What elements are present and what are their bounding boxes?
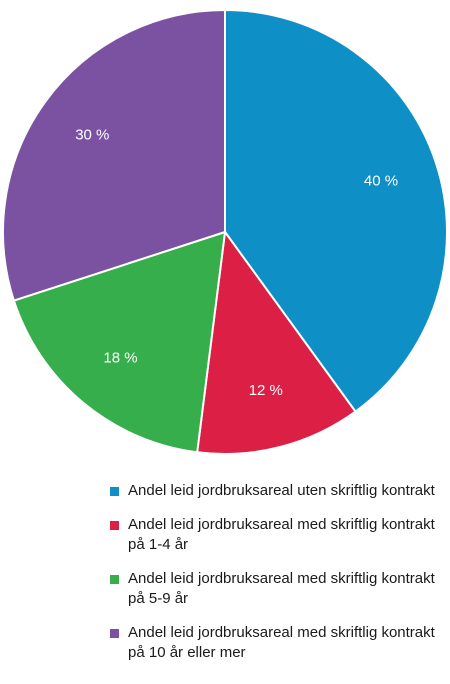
legend: Andel leid jordbruksareal uten skriftlig… [110, 481, 440, 677]
pie-slice [2, 8, 226, 302]
legend-item: Andel leid jordbruksareal med skriftlig … [110, 515, 440, 555]
legend-swatch [110, 521, 119, 530]
pie-slice [224, 8, 448, 413]
pie-value-labels: 40 % 12 % 18 % 30 % [75, 127, 398, 399]
legend-item: Andel leid jordbruksareal med skriftlig … [110, 623, 440, 663]
slice-value-label: 18 % [103, 349, 137, 366]
pie-slices [2, 8, 448, 455]
pie-chart: 40 % 12 % 18 % 30 % [2, 8, 448, 455]
slice-value-label: 30 % [75, 127, 109, 144]
legend-item: Andel leid jordbruksareal uten skriftlig… [110, 481, 440, 501]
legend-label: Andel leid jordbruksareal med skriftlig … [128, 624, 435, 661]
slice-value-label: 40 % [364, 172, 398, 189]
legend-item: Andel leid jordbruksareal med skriftlig … [110, 569, 440, 609]
legend-swatch [110, 575, 119, 584]
pie-slice [12, 230, 227, 454]
pie-slice [196, 229, 357, 455]
slice-value-label: 12 % [249, 382, 283, 399]
legend-swatch [110, 629, 119, 638]
legend-swatch [110, 487, 119, 496]
legend-label: Andel leid jordbruksareal med skriftlig … [128, 516, 435, 553]
legend-label: Andel leid jordbruksareal med skriftlig … [128, 570, 435, 607]
legend-label: Andel leid jordbruksareal uten skriftlig… [128, 482, 435, 499]
